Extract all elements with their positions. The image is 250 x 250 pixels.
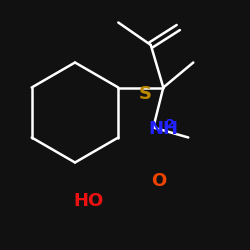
Text: 2: 2: [166, 118, 175, 132]
Text: NH: NH: [149, 120, 179, 138]
Text: HO: HO: [74, 192, 104, 210]
Text: S: S: [138, 85, 151, 103]
Text: O: O: [151, 172, 166, 190]
